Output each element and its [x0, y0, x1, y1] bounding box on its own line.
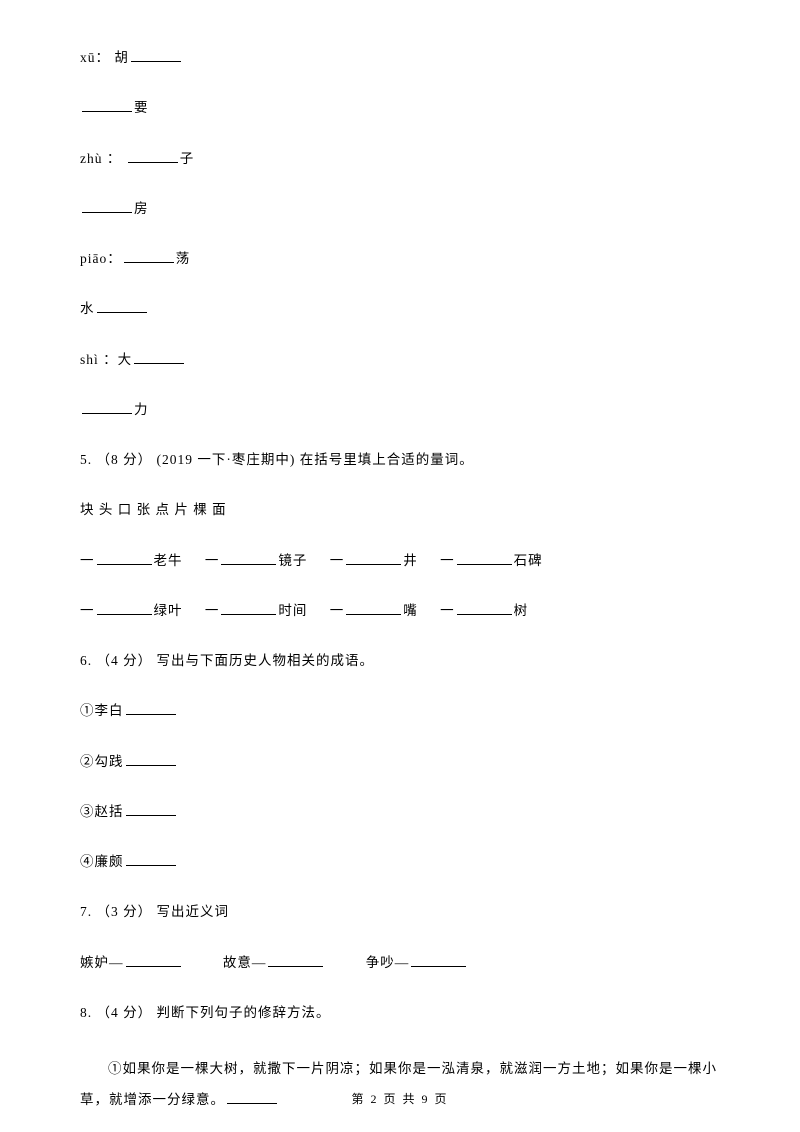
- q6-2: ②勾践: [80, 752, 720, 772]
- line-zhu-2: 房: [80, 199, 720, 219]
- text: 嫉妒—: [80, 955, 124, 970]
- text: xū： 胡: [80, 50, 129, 65]
- text: 8. （4 分） 判断下列句子的修辞方法。: [80, 1005, 331, 1020]
- text: 时间: [278, 603, 307, 618]
- text: 子: [180, 151, 195, 166]
- blank: [268, 953, 323, 967]
- q6-header: 6. （4 分） 写出与下面历史人物相关的成语。: [80, 651, 720, 671]
- page-footer: 第 2 页 共 9 页: [0, 1090, 800, 1108]
- blank: [221, 601, 276, 615]
- text: 荡: [176, 251, 191, 266]
- blank: [82, 98, 132, 112]
- text: shì ：大: [80, 352, 132, 367]
- text: 一: [80, 603, 95, 618]
- blank: [97, 601, 152, 615]
- text: 块 头 口 张 点 片 棵 面: [80, 502, 227, 517]
- q7-items: 嫉妒— 故意— 争吵—: [80, 953, 720, 973]
- blank: [131, 48, 181, 62]
- text: 一: [80, 553, 95, 568]
- blank: [126, 953, 181, 967]
- text: 6. （4 分） 写出与下面历史人物相关的成语。: [80, 653, 374, 668]
- line-zhu-1: zhù ： 子: [80, 149, 720, 169]
- text: 石碑: [514, 553, 543, 568]
- text: ①李白: [80, 703, 124, 718]
- text: 一: [440, 603, 455, 618]
- text: 要: [134, 100, 149, 115]
- line-piao-2: 水: [80, 299, 720, 319]
- blank: [126, 802, 176, 816]
- blank: [128, 149, 178, 163]
- blank: [126, 752, 176, 766]
- blank: [82, 199, 132, 213]
- blank: [97, 551, 152, 565]
- blank: [457, 551, 512, 565]
- q6-1: ①李白: [80, 701, 720, 721]
- blank: [134, 350, 184, 364]
- text: 第 2 页 共 9 页: [351, 1092, 448, 1106]
- text: ④廉颇: [80, 854, 124, 869]
- blank: [97, 299, 147, 313]
- blank: [124, 249, 174, 263]
- text: 争吵—: [366, 955, 410, 970]
- q6-3: ③赵括: [80, 802, 720, 822]
- blank: [82, 400, 132, 414]
- text: 绿叶: [154, 603, 183, 618]
- text: 力: [134, 402, 149, 417]
- q5-row1: 一 老牛 一 镜子 一 井 一 石碑: [80, 551, 720, 571]
- text: 老牛: [154, 553, 183, 568]
- blank: [346, 551, 401, 565]
- q7-header: 7. （3 分） 写出近义词: [80, 902, 720, 922]
- text: 树: [514, 603, 529, 618]
- text: 一: [330, 603, 345, 618]
- q5-row2: 一 绿叶 一 时间 一 嘴 一 树: [80, 601, 720, 621]
- q8-header: 8. （4 分） 判断下列句子的修辞方法。: [80, 1003, 720, 1023]
- text: zhù ：: [80, 151, 126, 166]
- text: 一: [205, 553, 220, 568]
- text: 5. （8 分） (2019 一下·枣庄期中) 在括号里填上合适的量词。: [80, 452, 474, 467]
- blank: [411, 953, 466, 967]
- text: 嘴: [403, 603, 418, 618]
- q6-4: ④廉颇: [80, 852, 720, 872]
- q5-options: 块 头 口 张 点 片 棵 面: [80, 500, 720, 520]
- text: 故意—: [223, 955, 267, 970]
- text: 一: [440, 553, 455, 568]
- blank: [346, 601, 401, 615]
- blank: [126, 852, 176, 866]
- text: piāo：: [80, 251, 122, 266]
- text: 7. （3 分） 写出近义词: [80, 904, 229, 919]
- line-shi-2: 力: [80, 400, 720, 420]
- blank: [126, 701, 176, 715]
- line-shi-1: shì ：大: [80, 350, 720, 370]
- text: 一: [330, 553, 345, 568]
- text: ③赵括: [80, 804, 124, 819]
- q5-header: 5. （8 分） (2019 一下·枣庄期中) 在括号里填上合适的量词。: [80, 450, 720, 470]
- line-xu-2: 要: [80, 98, 720, 118]
- blank: [221, 551, 276, 565]
- text: 房: [134, 201, 149, 216]
- line-piao-1: piāo： 荡: [80, 249, 720, 269]
- text: 水: [80, 301, 95, 316]
- text: 镜子: [278, 553, 307, 568]
- line-xu-1: xū： 胡: [80, 48, 720, 68]
- text: 一: [205, 603, 220, 618]
- text: ②勾践: [80, 754, 124, 769]
- text: 井: [403, 553, 418, 568]
- blank: [457, 601, 512, 615]
